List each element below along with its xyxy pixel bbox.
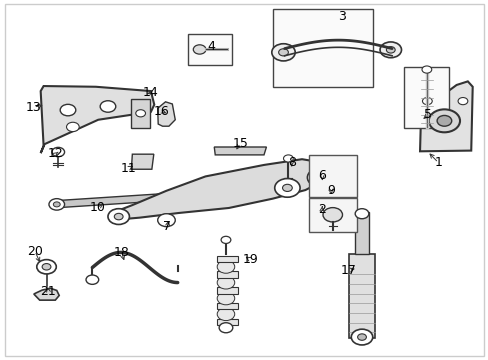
- Circle shape: [158, 214, 175, 226]
- Text: 1: 1: [434, 156, 442, 169]
- Circle shape: [422, 98, 431, 105]
- Bar: [131, 99, 150, 128]
- Circle shape: [217, 276, 234, 289]
- Text: 10: 10: [89, 202, 105, 215]
- Polygon shape: [41, 86, 154, 153]
- Circle shape: [315, 174, 325, 181]
- Circle shape: [323, 208, 342, 222]
- Circle shape: [354, 209, 368, 219]
- Circle shape: [66, 122, 79, 132]
- Circle shape: [42, 264, 51, 270]
- Bar: [217, 271, 237, 278]
- Text: 13: 13: [25, 101, 41, 114]
- Bar: [308, 198, 356, 232]
- Polygon shape: [34, 288, 59, 300]
- Text: 15: 15: [232, 136, 248, 149]
- Bar: [348, 253, 374, 338]
- Circle shape: [114, 213, 123, 220]
- Text: 17: 17: [340, 264, 356, 277]
- Text: 16: 16: [153, 105, 169, 118]
- Text: 21: 21: [41, 285, 56, 298]
- Bar: [354, 212, 368, 253]
- Circle shape: [436, 116, 451, 126]
- Circle shape: [52, 147, 64, 157]
- Text: 9: 9: [326, 184, 334, 197]
- Circle shape: [221, 236, 230, 243]
- Text: 19: 19: [242, 253, 258, 266]
- Polygon shape: [131, 154, 154, 169]
- Bar: [187, 34, 231, 64]
- Text: 8: 8: [287, 156, 295, 169]
- Polygon shape: [158, 102, 175, 126]
- Circle shape: [49, 199, 64, 210]
- Polygon shape: [214, 147, 266, 155]
- Circle shape: [108, 209, 129, 225]
- Text: 6: 6: [317, 169, 325, 182]
- Bar: [272, 9, 372, 87]
- Circle shape: [357, 334, 366, 340]
- Circle shape: [307, 168, 332, 187]
- Text: 5: 5: [424, 108, 431, 121]
- Text: 2: 2: [317, 203, 325, 216]
- Circle shape: [428, 109, 459, 132]
- Text: 4: 4: [207, 40, 215, 53]
- Circle shape: [350, 329, 372, 345]
- Bar: [308, 155, 356, 197]
- Circle shape: [274, 179, 300, 197]
- Circle shape: [457, 98, 467, 105]
- Circle shape: [217, 260, 234, 273]
- Text: 18: 18: [113, 246, 129, 259]
- Circle shape: [386, 46, 394, 53]
- Circle shape: [136, 110, 145, 117]
- Circle shape: [217, 308, 234, 320]
- Bar: [217, 256, 237, 262]
- Circle shape: [283, 155, 293, 162]
- Circle shape: [53, 202, 60, 207]
- Circle shape: [193, 45, 205, 54]
- Circle shape: [100, 101, 116, 112]
- Circle shape: [282, 184, 292, 192]
- Text: 14: 14: [142, 86, 159, 99]
- Circle shape: [217, 292, 234, 305]
- Circle shape: [219, 323, 232, 333]
- Text: 7: 7: [163, 220, 171, 233]
- Circle shape: [37, 260, 56, 274]
- Text: 20: 20: [27, 244, 42, 257]
- Circle shape: [60, 104, 76, 116]
- Text: 11: 11: [121, 162, 137, 175]
- Bar: [217, 287, 237, 294]
- Bar: [217, 303, 237, 310]
- Text: 3: 3: [337, 10, 345, 23]
- Polygon shape: [110, 159, 331, 220]
- Circle shape: [379, 42, 401, 58]
- Circle shape: [278, 49, 288, 56]
- Circle shape: [86, 275, 99, 284]
- Circle shape: [271, 44, 295, 61]
- Circle shape: [421, 66, 431, 73]
- Text: 12: 12: [48, 147, 63, 160]
- Polygon shape: [53, 193, 180, 208]
- Polygon shape: [419, 81, 472, 151]
- Bar: [217, 319, 237, 325]
- Bar: [404, 67, 448, 129]
